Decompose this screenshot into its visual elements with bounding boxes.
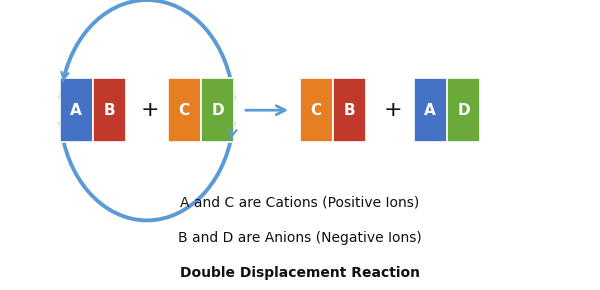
Text: +: +: [383, 100, 403, 120]
Text: A: A: [70, 103, 82, 118]
Text: B and D are Anions (Negative Ions): B and D are Anions (Negative Ions): [178, 231, 422, 245]
Text: A and C are Cations (Positive Ions): A and C are Cations (Positive Ions): [181, 196, 419, 210]
Text: B: B: [104, 103, 116, 118]
Text: D: D: [457, 103, 470, 118]
Text: Double Displacement Reaction: Double Displacement Reaction: [180, 266, 420, 280]
Bar: [414, 78, 447, 142]
Bar: [60, 78, 92, 142]
Bar: [334, 78, 367, 142]
Bar: [168, 78, 201, 142]
Text: C: C: [311, 103, 322, 118]
Bar: [202, 78, 235, 142]
Text: C: C: [179, 103, 190, 118]
Bar: [447, 78, 480, 142]
Bar: [94, 78, 126, 142]
Bar: [300, 78, 332, 142]
Text: +: +: [140, 100, 160, 120]
Text: A: A: [424, 103, 436, 118]
Text: B: B: [344, 103, 356, 118]
Text: D: D: [211, 103, 224, 118]
